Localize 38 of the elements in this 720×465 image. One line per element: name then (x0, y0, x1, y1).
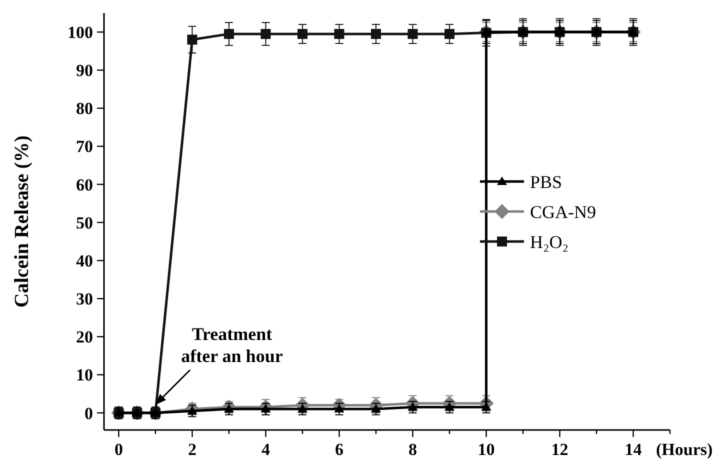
point (408, 402, 418, 411)
x-tick-label: 6 (334, 440, 344, 459)
point (444, 28, 454, 39)
y-axis-title: Calcein Release (%) (11, 135, 33, 308)
point (297, 404, 308, 413)
x-axis-title: (Hours) (656, 440, 713, 459)
legend-label: PBS (530, 172, 562, 192)
y-tick-label: 70 (76, 137, 93, 156)
x-tick-label: 12 (551, 440, 568, 459)
point (224, 28, 234, 39)
y-tick-label: 10 (76, 366, 93, 385)
y-tick-label: 90 (76, 61, 93, 80)
y-tick-label: 100 (68, 22, 93, 42)
y-tick-label: 80 (76, 99, 93, 118)
legend-label: CGA-N9 (530, 202, 596, 222)
y-tick-label: 40 (76, 251, 93, 270)
point (370, 404, 381, 413)
point (370, 28, 381, 39)
x-tick-label: 14 (624, 440, 642, 459)
y-tick-label: 20 (76, 328, 93, 347)
x-tick-label: 0 (114, 440, 123, 459)
x-tick-label: 10 (478, 440, 495, 459)
point (444, 402, 454, 411)
legend-label: H₂O₂ (530, 232, 569, 252)
point (334, 404, 344, 413)
x-tick-label: 4 (261, 440, 270, 459)
point (187, 34, 198, 45)
x-tick-label: 8 (408, 440, 417, 459)
y-tick-label: 30 (76, 290, 93, 309)
point (408, 28, 418, 39)
y-tick-label: 0 (84, 404, 93, 423)
point (334, 28, 344, 39)
annotation: Treatment after an hour (181, 324, 283, 366)
y-tick-label: 50 (76, 213, 93, 232)
x-tick-label: 2 (188, 440, 196, 459)
point (260, 28, 271, 39)
point (297, 28, 308, 39)
y-tick-label: 60 (76, 175, 93, 194)
